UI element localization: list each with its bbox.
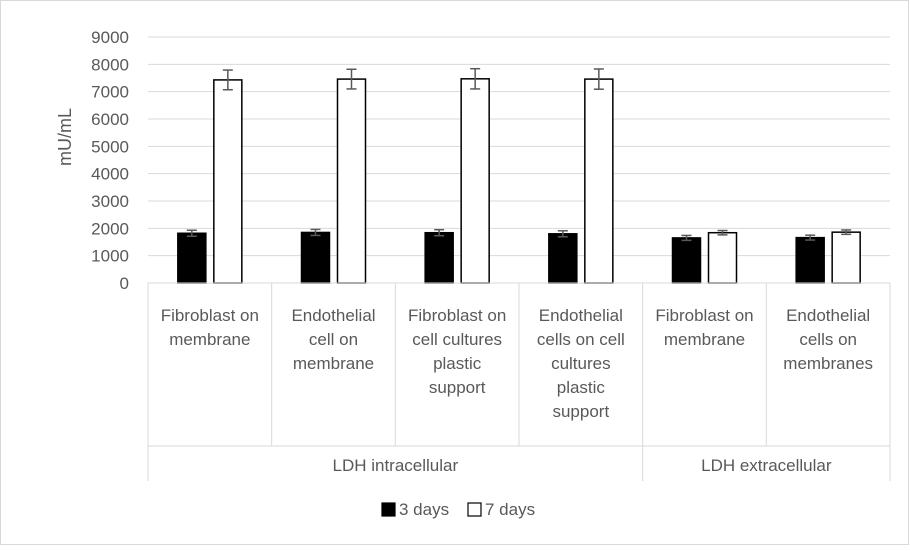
error-bar <box>310 228 321 237</box>
y-tick-label: 4000 <box>91 165 129 184</box>
bar-7-days-0 <box>213 79 243 284</box>
x-tick-label: Endothelial cell on membrane <box>291 306 375 373</box>
bar-7-days-2 <box>460 78 490 284</box>
group-label: LDH intracellular <box>332 456 458 475</box>
error-bar <box>841 229 852 236</box>
x-tick-label: Endothelial cells on cell cultures plastic s… <box>537 306 625 421</box>
legend-label: 3 days <box>399 500 449 519</box>
x-tick-label: Fibroblast on cell cultures plastic support <box>408 306 506 397</box>
y-axis-ticks: 0 1000 2000 3000 4000 5000 6000 7000 8000 9000 <box>91 28 129 293</box>
legend-swatch <box>467 502 482 517</box>
x-tick-label: Fibroblast on membrane <box>161 306 259 349</box>
bar-3-days-2 <box>424 231 454 284</box>
legend: 3 days 7 days <box>381 500 535 519</box>
bar-7-days-3 <box>584 78 614 284</box>
bar-3-days-4 <box>671 237 702 284</box>
y-tick-label: 2000 <box>91 219 129 238</box>
error-bar <box>222 69 233 91</box>
bar-7-days-4 <box>707 231 738 284</box>
error-bars <box>186 67 852 242</box>
x-axis: Fibroblast on membrane Endothelial cell on m… <box>147 282 891 481</box>
error-bar <box>434 228 445 237</box>
bar-7-days-5 <box>831 231 861 284</box>
bar-3-days-5 <box>795 236 825 284</box>
group-label: LDH extracellular <box>701 456 832 475</box>
bar-7-days-1 <box>336 78 367 284</box>
y-axis-label: mU/mL <box>55 108 75 166</box>
y-tick-label: 5000 <box>91 137 129 156</box>
x-tick-label: Fibroblast on membrane <box>655 306 753 349</box>
gridlines <box>148 36 890 257</box>
bar-3-days-3 <box>548 233 578 284</box>
error-bar <box>805 234 816 241</box>
error-bar <box>557 230 568 238</box>
y-tick-label: 9000 <box>91 28 129 47</box>
legend-label: 7 days <box>485 500 535 519</box>
y-tick-label: 6000 <box>91 110 129 129</box>
bars <box>177 78 861 284</box>
error-bar <box>470 67 481 90</box>
y-tick-label: 0 <box>120 274 129 293</box>
y-tick-label: 3000 <box>91 192 129 211</box>
bar-3-days-1 <box>300 231 331 284</box>
legend-swatch <box>381 502 396 517</box>
error-bar <box>593 68 604 90</box>
x-tick-label: Endothelial cells on membranes <box>783 306 873 373</box>
y-tick-label: 1000 <box>91 247 129 266</box>
error-bar <box>346 68 357 90</box>
y-tick-label: 8000 <box>91 55 129 74</box>
legend-item: 3 days <box>381 500 449 519</box>
y-tick-label: 7000 <box>91 83 129 102</box>
legend-item: 7 days <box>467 500 535 519</box>
error-bar <box>186 229 197 238</box>
error-bar <box>681 234 692 242</box>
error-bar <box>717 229 728 236</box>
bar-3-days-0 <box>177 232 207 284</box>
